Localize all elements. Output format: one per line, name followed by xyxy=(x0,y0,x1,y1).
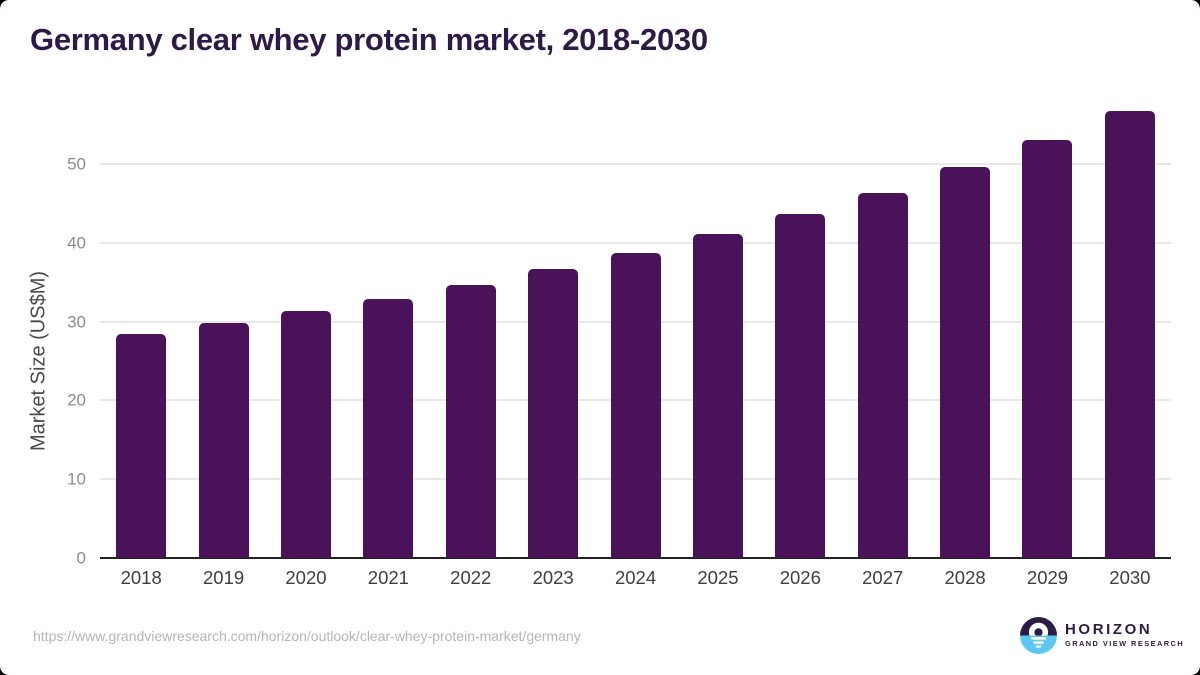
bar-slot-2022 xyxy=(430,98,512,558)
x-tick-label-2030: 2030 xyxy=(1109,567,1151,588)
bar-2030 xyxy=(1104,110,1155,558)
bar-2022 xyxy=(445,285,496,558)
bar-2020 xyxy=(280,310,331,558)
y-tick-label-0: 0 xyxy=(76,548,86,568)
y-axis-tick-labels: 0 10 20 30 40 50 xyxy=(0,98,86,567)
logo-brand-name: HORIZON xyxy=(1065,621,1153,638)
bar-2018 xyxy=(116,334,167,558)
bar-2026 xyxy=(775,213,826,558)
bar-slot-2025 xyxy=(677,98,759,558)
bar-slot-2019 xyxy=(182,98,264,558)
bar-2028 xyxy=(940,167,991,558)
y-tick-label-20: 20 xyxy=(67,390,86,410)
y-tick-label-40: 40 xyxy=(67,233,86,253)
bar-slot-2020 xyxy=(265,98,347,558)
x-tick-label-2029: 2029 xyxy=(1026,567,1069,588)
y-tick-label-50: 50 xyxy=(67,154,86,174)
plot-area xyxy=(100,98,1171,559)
bar-series xyxy=(100,98,1171,558)
chart-title: Germany clear whey protein market, 2018-… xyxy=(30,22,708,57)
brand-logo: HORIZON GRAND VIEW RESEARCH xyxy=(1020,617,1184,654)
x-tick-label-2019: 2019 xyxy=(203,567,245,588)
gridline-40 xyxy=(100,241,1171,244)
x-tick-label-2024: 2024 xyxy=(614,567,657,588)
bar-2025 xyxy=(692,234,743,558)
x-tick-label-2025: 2025 xyxy=(697,567,739,588)
bar-slot-2030 xyxy=(1089,98,1171,558)
x-tick-label-2026: 2026 xyxy=(779,567,821,588)
x-tick-label-2021: 2021 xyxy=(367,567,409,588)
bar-slot-2023 xyxy=(512,98,594,558)
bar-slot-2029 xyxy=(1006,98,1088,558)
bar-2024 xyxy=(610,253,661,558)
y-tick-label-10: 10 xyxy=(67,469,86,489)
x-tick-label-2028: 2028 xyxy=(944,567,986,588)
bar-slot-2026 xyxy=(759,98,841,558)
bar-2027 xyxy=(857,192,908,558)
bar-2019 xyxy=(198,323,249,558)
bar-2029 xyxy=(1022,139,1073,558)
x-tick-label-2020: 2020 xyxy=(285,567,327,588)
bar-slot-2027 xyxy=(842,98,924,558)
x-axis-labels: 2018 2019 2020 2021 2022 2023 2024 2025 2026 2027… xyxy=(100,567,1171,588)
x-tick-label-2018: 2018 xyxy=(120,567,162,588)
bar-slot-2018 xyxy=(100,98,182,558)
bar-2021 xyxy=(363,298,414,558)
x-tick-label-2027: 2027 xyxy=(862,567,904,588)
horizon-sun-icon xyxy=(1020,617,1057,654)
logo-subbrand-name: GRAND VIEW RESEARCH xyxy=(1065,639,1185,648)
bar-slot-2024 xyxy=(594,98,676,558)
source-url: https://www.grandviewresearch.com/horizo… xyxy=(33,628,581,644)
y-tick-label-30: 30 xyxy=(67,312,86,332)
bar-2023 xyxy=(528,268,579,558)
gridline-50 xyxy=(100,163,1171,166)
x-tick-label-2023: 2023 xyxy=(532,567,574,588)
bar-slot-2028 xyxy=(924,98,1006,558)
x-tick-label-2022: 2022 xyxy=(450,567,492,588)
bar-slot-2021 xyxy=(347,98,429,558)
